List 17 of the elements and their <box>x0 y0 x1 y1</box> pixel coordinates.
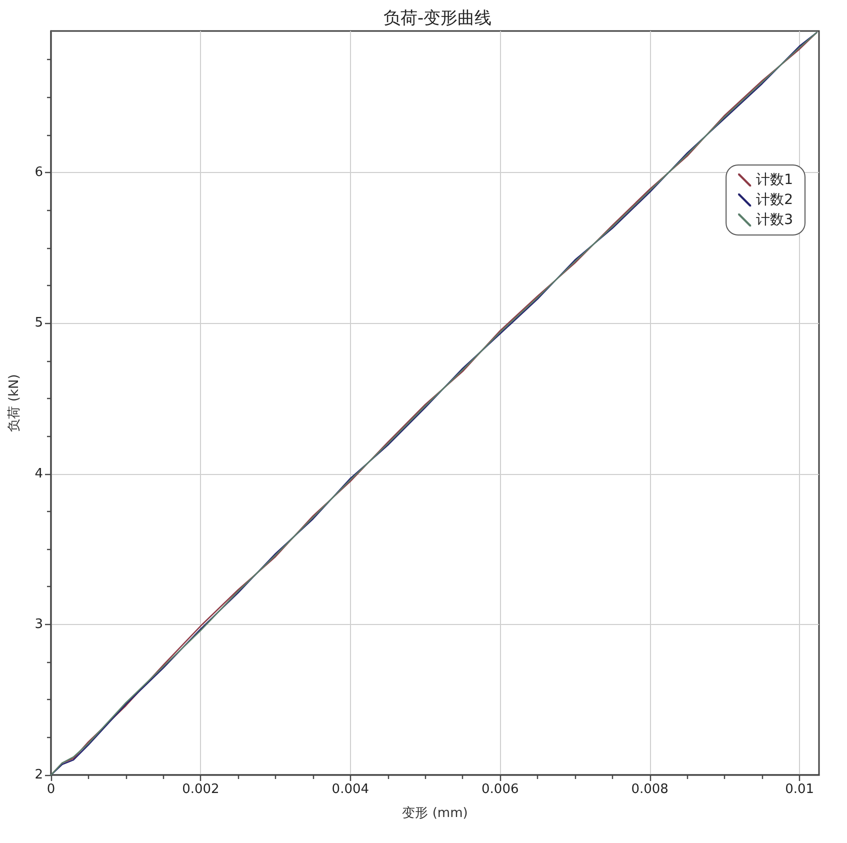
x-tick-label: 0.002 <box>182 782 220 797</box>
chart-title: 负荷-变形曲线 <box>383 8 492 28</box>
x-tick-label: 0.006 <box>482 782 519 797</box>
x-tick-label: 0.008 <box>631 782 668 797</box>
x-tick-label: 0.004 <box>332 782 370 797</box>
x-tick-label: 0 <box>46 782 56 797</box>
y-tick-label: 6 <box>34 165 43 180</box>
y-axis-title: 负荷 (kN) <box>7 374 22 432</box>
x-tick-label: 0.01 <box>785 782 814 797</box>
legend-label: 计数2 <box>756 192 794 208</box>
y-tick-label: 5 <box>34 316 43 331</box>
legend-label: 计数3 <box>756 212 794 228</box>
legend-label: 计数1 <box>756 172 794 188</box>
y-tick-label: 2 <box>34 768 43 782</box>
y-tick-label: 3 <box>34 616 43 632</box>
y-tick-label: 4 <box>34 466 43 482</box>
x-axis-title: 变形 (mm) <box>402 806 468 821</box>
